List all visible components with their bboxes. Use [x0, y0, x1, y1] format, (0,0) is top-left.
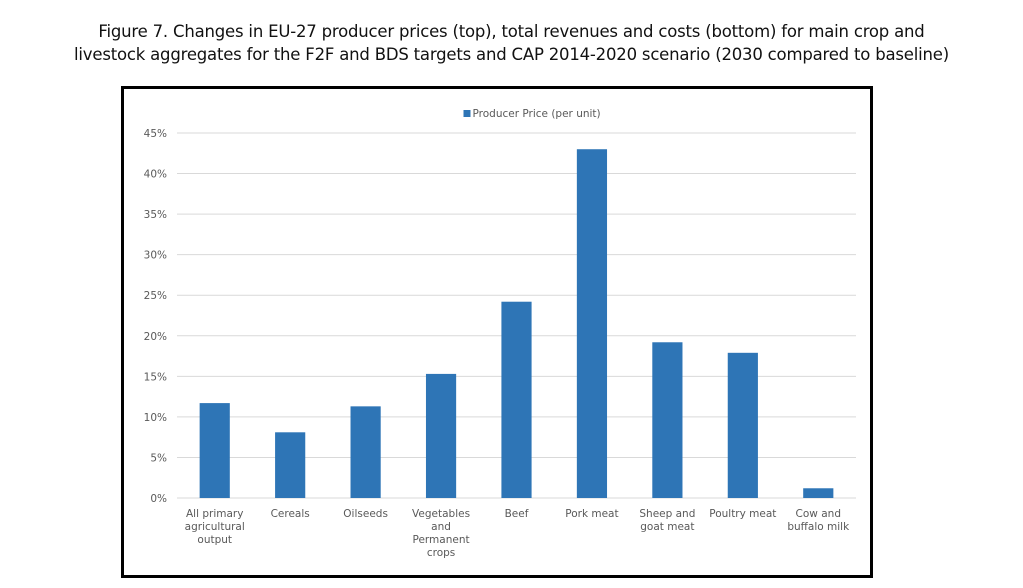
y-tick-label: 20%	[144, 331, 167, 343]
x-category-label: Beef	[505, 508, 529, 520]
y-tick-label: 5%	[150, 452, 167, 464]
y-tick-label: 40%	[144, 169, 167, 181]
bar	[350, 406, 381, 498]
y-tick-label: 35%	[144, 209, 167, 221]
y-tick-label: 30%	[144, 250, 167, 262]
x-category-label: Poultry meat	[709, 508, 776, 520]
x-category-label: Oilseeds	[343, 508, 388, 520]
bars	[199, 149, 834, 498]
bar	[199, 403, 230, 498]
bar	[275, 432, 306, 498]
y-tick-label: 25%	[144, 290, 167, 302]
x-category-label: Sheep and goat meat	[639, 508, 695, 533]
chart-frame: 0% 5% 10% 15% 20% 25% 30% 35% 40% 45% All primary…	[121, 86, 873, 578]
y-axis-ticks: 0% 5% 10% 15% 20% 25% 30% 35% 40% 45%	[144, 128, 167, 505]
bar	[576, 149, 608, 498]
figure-title-line-2: livestock aggregates for the F2F and BDS…	[74, 45, 949, 64]
x-category-label: Pork meat	[565, 508, 618, 520]
x-category-label: Vegetables and Permanent crops	[412, 508, 470, 559]
y-tick-label: 10%	[144, 412, 167, 424]
bar	[803, 488, 834, 498]
y-tick-label: 15%	[144, 371, 167, 383]
x-axis-labels: All primary agricultural output Cereals Oils…	[185, 508, 850, 559]
x-category-label: Cereals	[271, 508, 310, 520]
x-category-label: Cow and buffalo milk	[787, 508, 850, 533]
y-tick-label: 0%	[150, 493, 167, 505]
bar	[727, 352, 758, 498]
x-category-label: All primary agricultural output	[185, 508, 245, 546]
bar	[425, 373, 457, 498]
bar	[501, 301, 532, 498]
legend-label: Producer Price (per unit)	[473, 108, 601, 120]
bar	[652, 342, 683, 498]
figure-title-line-1: Figure 7. Changes in EU-27 producer pric…	[98, 22, 925, 41]
bar-chart: 0% 5% 10% 15% 20% 25% 30% 35% 40% 45% All primary…	[144, 108, 856, 559]
legend: Producer Price (per unit)	[463, 108, 601, 120]
legend-swatch	[463, 110, 471, 117]
figure-title: Figure 7. Changes in EU-27 producer pric…	[0, 20, 1023, 66]
y-tick-label: 45%	[144, 128, 167, 140]
